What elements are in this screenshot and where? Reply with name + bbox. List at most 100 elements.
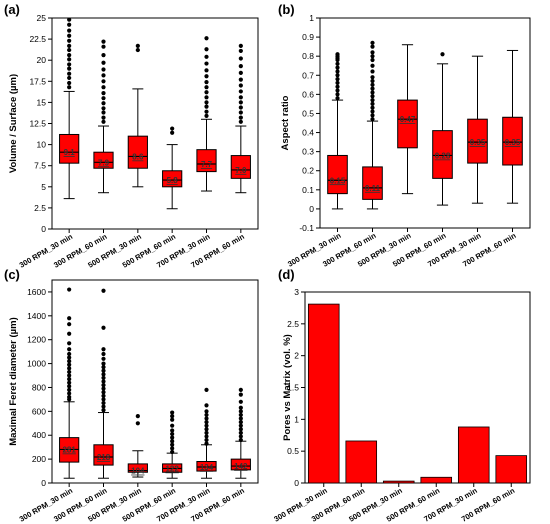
panel-letter: (c) [4,267,20,282]
median-label: 218 [97,453,111,462]
y-tick-label: 200 [32,454,46,464]
outlier-point [101,106,106,111]
outlier-point [238,387,243,392]
outlier-point [370,117,375,122]
outlier-point [335,88,340,93]
outlier-point [135,47,140,53]
outlier-point [238,409,243,414]
outlier-point [370,101,375,107]
box-3: 104 [127,414,148,478]
y-tick-label: 0.7 [302,70,314,80]
outlier-point [204,420,209,425]
outlier-point [204,90,209,95]
outlier-point [204,113,209,119]
plot-frame [51,17,259,230]
outlier-point [370,50,375,55]
outlier-point [238,43,243,48]
outlier-point [101,39,106,44]
panel-a: (a) Volume / Surface (µm) 0 2.5 5 7.5 10 12.5 15… [4,2,259,270]
outlier-point [238,89,243,94]
outlier-point [135,43,140,48]
outlier-point [101,397,106,402]
outlier-point [370,54,375,59]
box-4: 5.8 [162,126,183,210]
outlier-point [170,417,175,422]
y-tick-label: 2 [294,351,299,361]
outlier-point [204,437,209,443]
outlier-point [204,409,209,414]
y-tick-label: 1 [294,414,299,424]
outlier-point [204,54,209,59]
box-2: 218 [93,288,114,479]
outlier-point [101,368,106,373]
outlier-point [170,439,175,444]
y-tick-label: 1 [309,13,314,23]
outlier-point [67,384,72,389]
outlier-point [335,65,340,70]
outlier-point [101,408,106,413]
outlier-point [370,113,375,118]
outlier-point [335,96,340,101]
outlier-point [67,351,72,357]
y-tick-label: 7.5 [34,161,46,171]
bar [382,480,415,484]
median-label: 134 [200,463,214,472]
outlier-point [67,28,72,33]
outlier-point [238,399,243,404]
box-iqr [93,444,114,466]
outlier-point [101,73,106,78]
outlier-point [238,100,243,105]
outlier-point [204,74,209,79]
box-6: 7.0 [230,43,251,194]
outlier-point [238,430,243,435]
outlier-point [101,101,106,106]
outlier-point [370,63,375,68]
box-iqr [93,151,114,169]
panel-c: (c) Maximal Feret diameter (µm) 0 200 400 600… [4,267,259,524]
y-tick-label: 12.5 [29,119,46,129]
outlier-point [101,375,106,381]
box-4: 122 [162,410,183,479]
outlier-point [335,80,340,86]
outlier-point [135,414,140,419]
outlier-point [101,119,106,124]
box-iqr [362,166,383,200]
outlier-point [67,80,72,86]
outlier-point [204,412,209,418]
panel-d: (d) Pores vs Matrix (vol. %) 0 0.5 1 1.5 2 2.5 3… [272,267,531,524]
outlier-point [170,126,175,131]
outlier-point [204,47,209,52]
outlier-point [204,416,209,421]
box-3: 8.6 [127,43,148,188]
outlier-point [101,361,106,366]
outlier-point [238,115,243,120]
median-label: 5.8 [167,176,179,185]
outlier-point [101,372,106,377]
bar [345,440,378,484]
outlier-point [67,355,72,360]
outlier-point [238,412,243,418]
outlier-point [101,53,106,58]
box-iqr [432,130,453,179]
outlier-point [101,382,106,388]
y-axis-label: Maximal Feret diameter (µm) [8,317,19,446]
bar [495,455,528,484]
outlier-point [101,96,106,101]
y-tick-label: 0.9 [302,32,314,42]
outlier-point [67,347,72,352]
outlier-point [370,44,375,49]
plot-frame [319,17,531,229]
y-axis-label: Aspect ratio [280,95,291,150]
panel-letter: (b) [278,2,295,17]
outlier-point [67,85,72,90]
box-2: 0.11 [362,40,383,210]
outlier-point [101,79,106,84]
y-tick-label: 0.8 [302,51,314,61]
outlier-point [204,403,209,408]
outlier-point [101,85,106,90]
outlier-point [67,17,72,22]
outlier-point [67,43,72,48]
box-iqr [59,133,80,164]
outlier-point [67,75,72,81]
